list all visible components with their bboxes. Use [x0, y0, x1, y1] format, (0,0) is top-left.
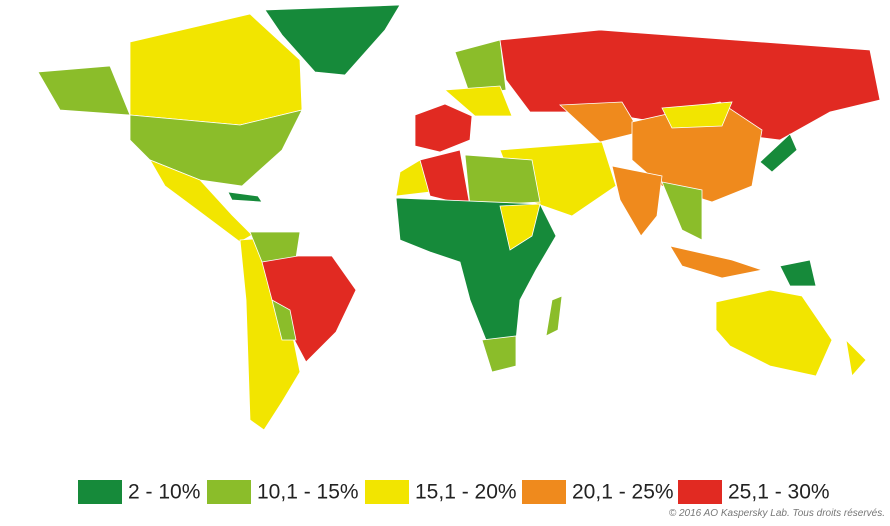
- legend-label: 15,1 - 20%: [415, 481, 517, 504]
- western-europe: [414, 103, 473, 153]
- papua-new-guinea: [779, 259, 817, 287]
- southern-africa: [481, 335, 517, 373]
- mexico-central-america: [149, 159, 253, 243]
- mongolia: [661, 101, 733, 129]
- east-africa: [499, 203, 541, 251]
- australia: [715, 289, 833, 377]
- countries: [37, 4, 881, 431]
- libya-egypt: [464, 154, 541, 207]
- japan: [759, 133, 798, 173]
- madagascar: [545, 295, 563, 337]
- scandinavia: [454, 39, 507, 96]
- cuba: [227, 191, 263, 203]
- legend-label: 25,1 - 30%: [728, 481, 830, 504]
- legend-label: 20,1 - 25%: [572, 481, 674, 504]
- canada: [129, 13, 303, 126]
- legend-swatch: [522, 480, 566, 504]
- algeria: [419, 149, 471, 207]
- legend-swatch: [678, 480, 722, 504]
- usa: [129, 109, 303, 187]
- legend-swatch: [207, 480, 251, 504]
- southeast-asia: [661, 181, 703, 241]
- central-europe: [444, 85, 513, 117]
- indonesia: [669, 245, 764, 279]
- copyright: © 2016 AO Kaspersky Lab. Tous droits rés…: [669, 508, 885, 519]
- paraguay-bolivia: [271, 299, 297, 341]
- india: [611, 165, 663, 237]
- greenland: [264, 4, 401, 76]
- legend-swatch: [365, 480, 409, 504]
- alaska: [37, 65, 131, 116]
- legend-swatch: [78, 480, 122, 504]
- new-zealand: [845, 338, 867, 377]
- russia: [499, 29, 881, 141]
- legend: 2 - 10% 10,1 - 15% 15,1 - 20% 20,1 - 25% 25,…: [78, 480, 830, 504]
- legend-label: 2 - 10%: [128, 481, 200, 504]
- legend-label: 10,1 - 15%: [257, 481, 359, 504]
